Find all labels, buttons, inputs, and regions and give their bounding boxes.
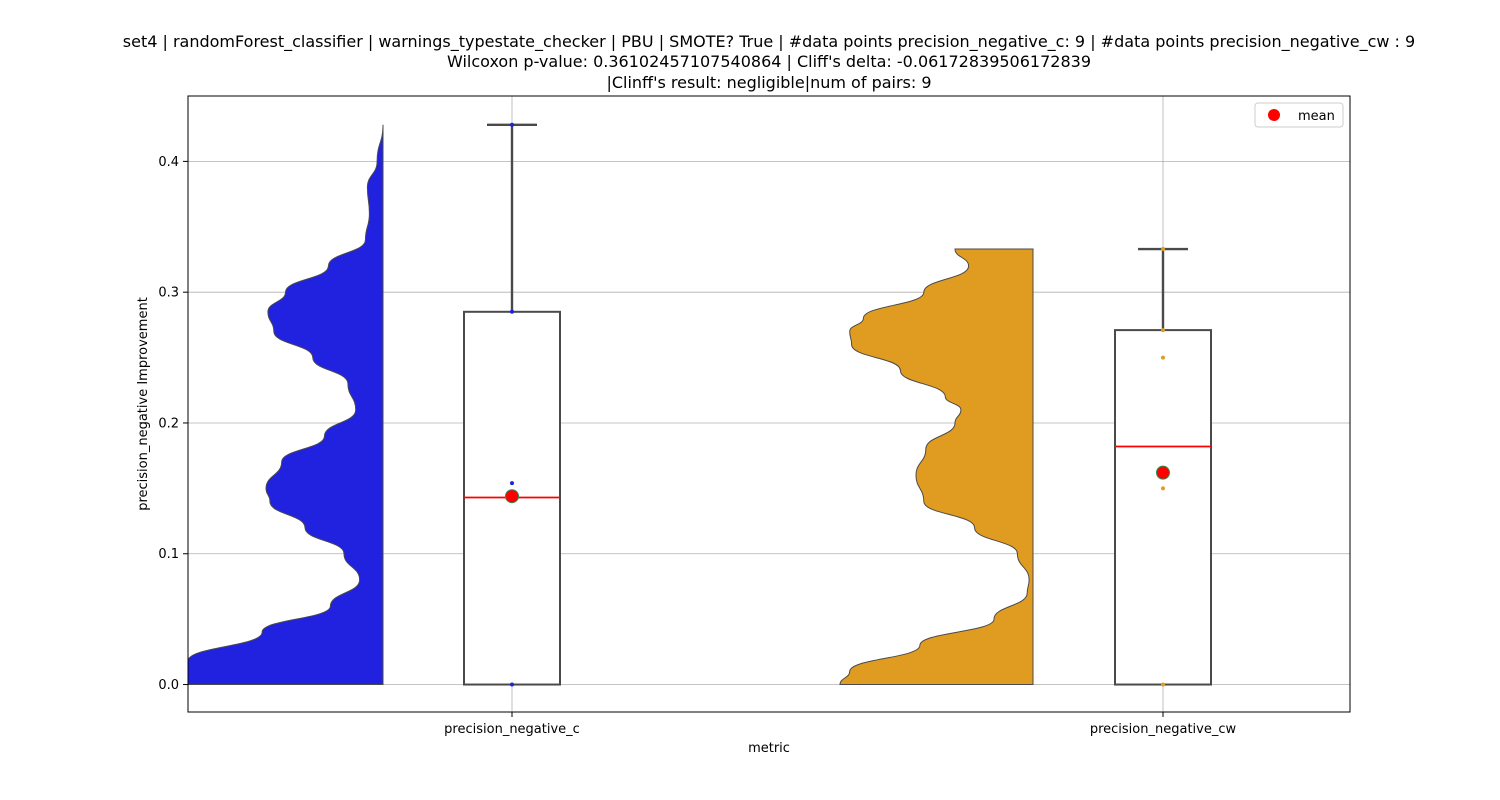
x-tick-label-precision_negative_c: precision_negative_c [444,722,580,737]
data-point-precision_negative_cw [1161,355,1165,360]
legend-mean-marker [1268,109,1280,121]
plot-area: 0.0 0.1 0.2 0.3 0.4 precision_negative_c preci… [158,95,1351,737]
data-point-precision_negative_c [510,309,514,314]
box-precision_negative_cw [1114,329,1212,686]
y-tick-label: 0.0 [158,678,179,693]
data-point-precision_negative_cw [1161,328,1165,333]
y-tick-label: 0.1 [158,547,179,562]
violin-precision_negative_cw [839,248,1034,686]
mean-marker-precision_negative_cw [1156,465,1170,480]
y-axis-label: precision_negative Improvement [136,297,151,511]
chart-title-line-1: set4 | randomForest_classifier | warning… [123,32,1415,52]
data-point-precision_negative_c [510,122,514,127]
legend-mean-label: mean [1298,109,1335,124]
plot-frame [187,95,1351,713]
y-tick-label: 0.3 [158,286,179,301]
legend-frame [1254,102,1344,128]
violin-precision_negative_c [187,124,384,686]
data-point-precision_negative_cw [1161,486,1165,491]
y-tick-label: 0.4 [158,155,179,170]
x-axis-label: metric [748,741,790,756]
x-tick-label-precision_negative_cw: precision_negative_cw [1090,722,1237,737]
legend: mean [1254,102,1344,128]
data-point-precision_negative_cw [1161,682,1165,687]
chart-title-line-2: Wilcoxon p-value: 0.36102457107540864 | … [447,52,1091,71]
data-point-precision_negative_cw [1161,247,1165,252]
data-point-precision_negative_c [510,682,514,687]
data-point-precision_negative_c [510,481,514,486]
chart-title-line-3: |Clinff's result: negligible|num of pair… [606,73,931,92]
y-tick-label: 0.2 [158,416,179,431]
mean-marker-precision_negative_c [505,489,519,504]
